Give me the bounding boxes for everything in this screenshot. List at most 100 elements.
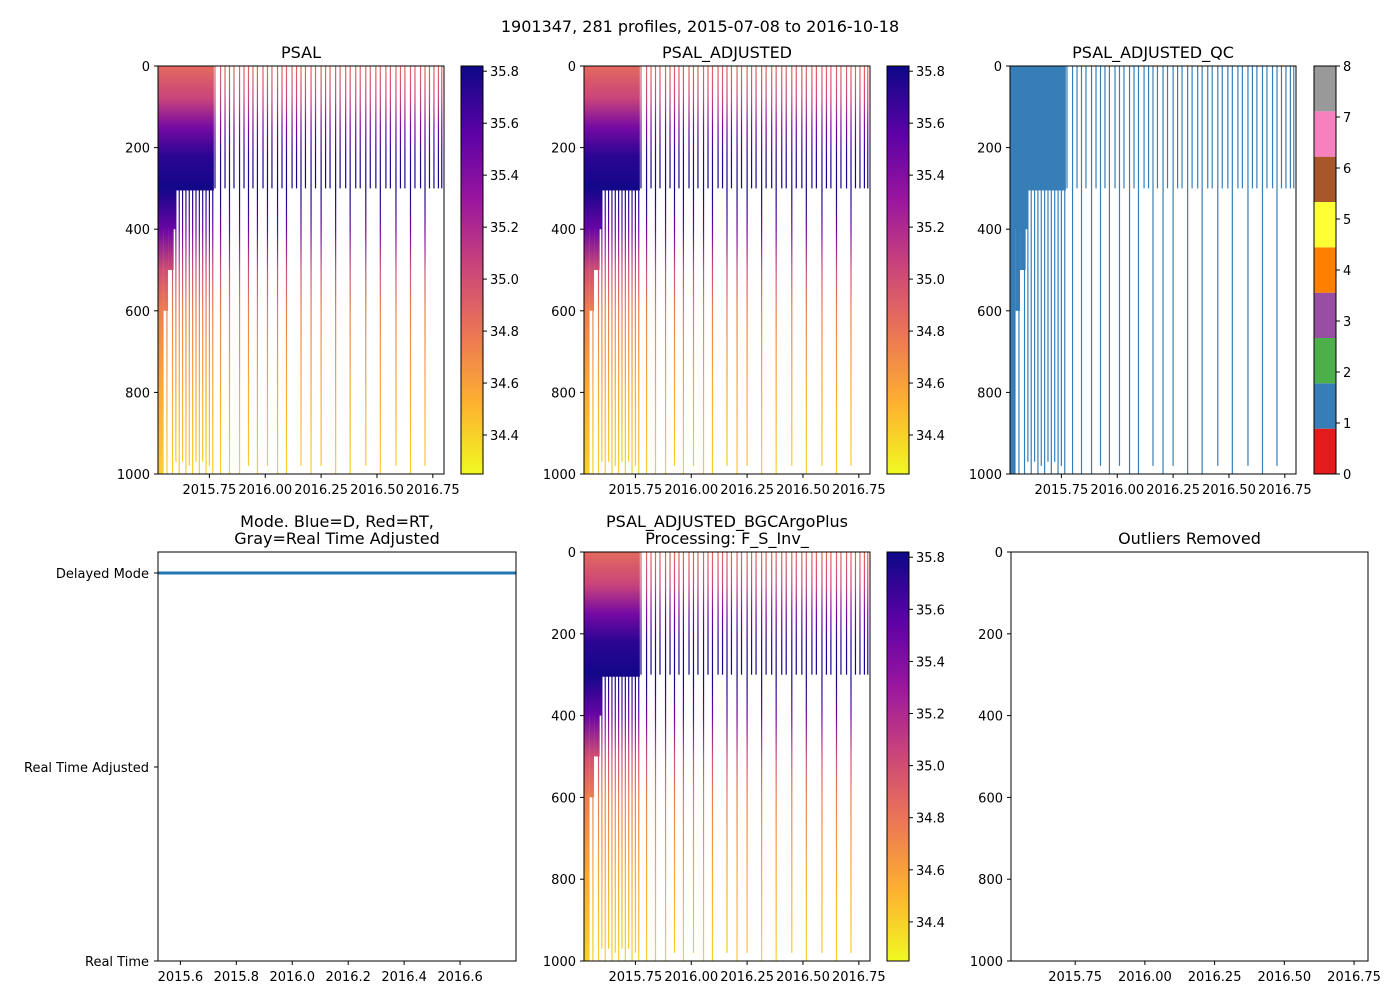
- x-tick-label: 2016.75: [406, 483, 460, 498]
- profile-line: [304, 66, 307, 189]
- profile-line: [850, 552, 852, 953]
- colorbar-tick-label: 35.6: [916, 603, 945, 618]
- profile-line: [854, 66, 857, 189]
- colorbar-tick-label: 35.2: [916, 708, 945, 723]
- x-tick-label: 2015.75: [1035, 483, 1089, 498]
- profile-line: [614, 66, 616, 466]
- qc-color-swatch: [1314, 292, 1336, 338]
- profile-line: [624, 552, 626, 961]
- panel-psal: 34.4 34.6 34.8 35.0 35.2 35.4 35.6 35.8 0 200 400 6…: [117, 43, 519, 498]
- profile-line: [765, 552, 767, 675]
- x-tick-label: 2016.75: [832, 970, 886, 985]
- profile-line: [339, 66, 341, 189]
- x-tick-label: 2016.50: [1202, 483, 1256, 498]
- y-tick-label: 800: [977, 386, 1002, 401]
- profile-line: [664, 552, 667, 961]
- profile-line: [835, 552, 838, 961]
- profile-line: [359, 66, 361, 189]
- profile-line: [835, 66, 838, 474]
- profile-line: [859, 552, 861, 675]
- deep-profile-block: [584, 66, 590, 474]
- profile-line: [811, 66, 813, 189]
- profile-line: [228, 66, 231, 474]
- panel-mode-frame: [157, 551, 517, 962]
- profile-line: [845, 552, 848, 675]
- profile-line: [707, 552, 709, 675]
- qc-tick-label: 7: [1343, 111, 1351, 126]
- profile-line: [395, 66, 397, 466]
- profile-line: [375, 66, 377, 189]
- y-tick-label: 200: [977, 142, 1002, 157]
- profile-line: [1237, 66, 1239, 189]
- profile-line: [1241, 66, 1243, 189]
- x-tick-label: 2016.0: [270, 970, 316, 985]
- profile-line: [1033, 66, 1036, 462]
- panel-outliers: 0 200 400 600 800 1000 2015.75 2016.00 2016.25 20…: [970, 529, 1381, 985]
- x-tick-label: 2016.6: [437, 970, 483, 985]
- panel-psal-adjusted-frame: [583, 65, 871, 475]
- x-tick-label: 2016.75: [1258, 483, 1312, 498]
- y-tick-label: 1000: [117, 468, 150, 483]
- y-tick-label: 0: [568, 60, 576, 75]
- profile-line: [697, 66, 699, 189]
- profile-line: [1057, 66, 1059, 474]
- profile-line: [863, 552, 866, 675]
- profile-line: [1197, 66, 1199, 189]
- profile-line: [604, 552, 606, 961]
- profile-line: [188, 66, 190, 466]
- panel-title: PSAL: [281, 43, 321, 62]
- x-tick-label: 2016.25: [720, 970, 774, 985]
- profile-line: [771, 552, 773, 675]
- profile-line: [195, 66, 197, 462]
- colorbar-tick-label: 34.4: [490, 429, 519, 444]
- colorbar-tick-label: 35.8: [916, 65, 945, 80]
- profile-line: [678, 66, 680, 189]
- profile-line: [621, 66, 623, 462]
- profile-line: [867, 66, 869, 189]
- y-tick-label: 600: [978, 791, 1003, 806]
- profile-line: [208, 66, 210, 466]
- panel-psal-adjusted: 34.4 34.6 34.8 35.0 35.2 35.4 35.6 35.8 0 200 400 6…: [543, 43, 945, 498]
- profile-line: [291, 66, 293, 189]
- profile-line: [1147, 66, 1150, 189]
- profile-line: [1271, 66, 1274, 189]
- profile-line: [295, 66, 298, 189]
- x-tick-label: 2015.6: [158, 970, 204, 985]
- profile-line: [682, 66, 685, 474]
- panel-psal-adjusted-qc: 0 1 2 3 4 5 6 7 8 0 200 400 600 800 1000 2015.75 2016.00…: [969, 43, 1351, 498]
- profile-line: [692, 552, 695, 953]
- profile-line: [592, 552, 594, 961]
- profile-line: [1104, 66, 1106, 189]
- qc-color-swatch: [1314, 111, 1336, 157]
- profile-line: [750, 552, 753, 675]
- profile-line: [1172, 66, 1174, 466]
- x-tick-label: 2015.75: [1048, 970, 1102, 985]
- profile-line: [854, 552, 857, 675]
- profile-line: [730, 66, 733, 189]
- profile-line: [785, 552, 787, 675]
- colorbar-tick-label: 34.8: [916, 812, 945, 827]
- panel-psal-frame: [157, 65, 445, 475]
- profile-line: [785, 66, 787, 189]
- qc-tick-label: 6: [1343, 162, 1351, 177]
- colorbar: [460, 65, 484, 475]
- x-tick-label: 2016.00: [238, 483, 292, 498]
- y-tick-label: 800: [978, 873, 1003, 888]
- y-tick-label: 0: [568, 546, 576, 561]
- profile-line: [850, 66, 852, 466]
- profile-line: [811, 552, 813, 675]
- profile-line: [730, 552, 733, 675]
- profile-line: [801, 66, 803, 189]
- profile-line: [441, 66, 443, 189]
- profile-line: [1090, 66, 1093, 474]
- profile-line: [692, 66, 695, 466]
- x-tick-label: 2016.75: [832, 483, 886, 498]
- qc-tick-label: 1: [1343, 417, 1351, 432]
- profile-line: [1143, 66, 1145, 189]
- profile-line: [233, 66, 235, 189]
- y-tick-label: 200: [125, 142, 150, 157]
- profile-line: [775, 552, 777, 961]
- profile-line: [1231, 66, 1233, 474]
- profile-line: [355, 66, 357, 189]
